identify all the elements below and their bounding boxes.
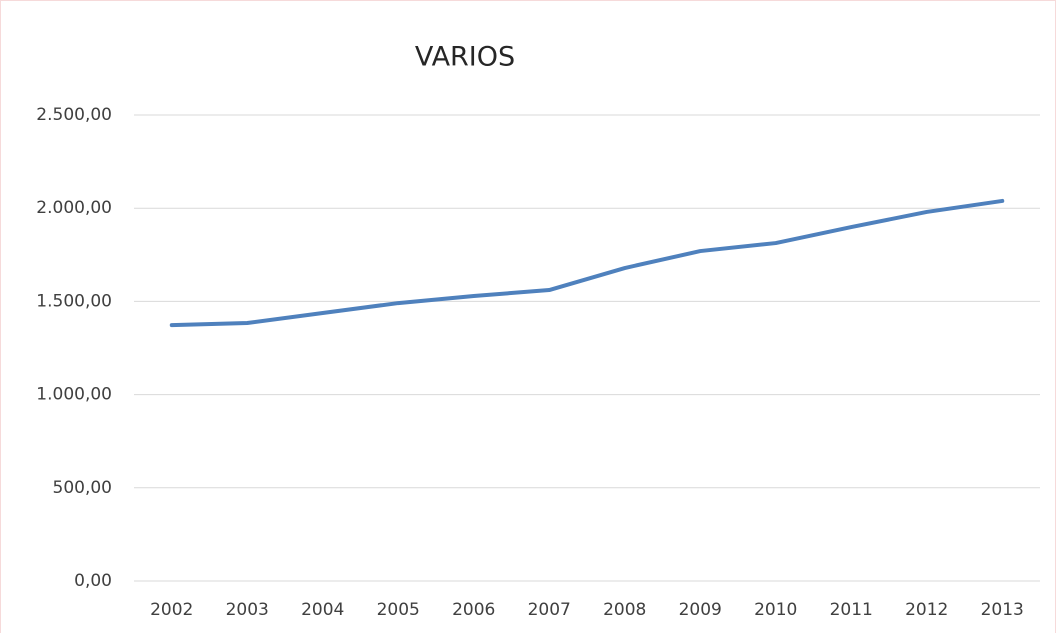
x-tick-label: 2004 <box>301 600 344 620</box>
x-tick-label: 2013 <box>981 600 1024 620</box>
y-tick-label: 1.000,00 <box>36 385 112 405</box>
x-tick-label: 2008 <box>603 600 646 620</box>
y-tick-label: 2.000,00 <box>36 198 112 218</box>
y-tick-label: 0,00 <box>74 571 112 591</box>
x-tick-label: 2006 <box>452 600 495 620</box>
x-tick-label: 2002 <box>150 600 193 620</box>
x-tick-label: 2011 <box>830 600 873 620</box>
y-tick-label: 2.500,00 <box>36 105 112 125</box>
y-tick-label: 1.500,00 <box>36 291 112 311</box>
x-tick-label: 2010 <box>754 600 797 620</box>
x-tick-label: 2007 <box>528 600 571 620</box>
data-line <box>169 198 1005 328</box>
x-tick-label: 2009 <box>679 600 722 620</box>
chart-title: VARIOS <box>415 42 515 73</box>
x-tick-label: 2003 <box>226 600 269 620</box>
x-tick-label: 2005 <box>377 600 420 620</box>
y-tick-label: 500,00 <box>53 478 112 498</box>
x-tick-label: 2012 <box>905 600 948 620</box>
